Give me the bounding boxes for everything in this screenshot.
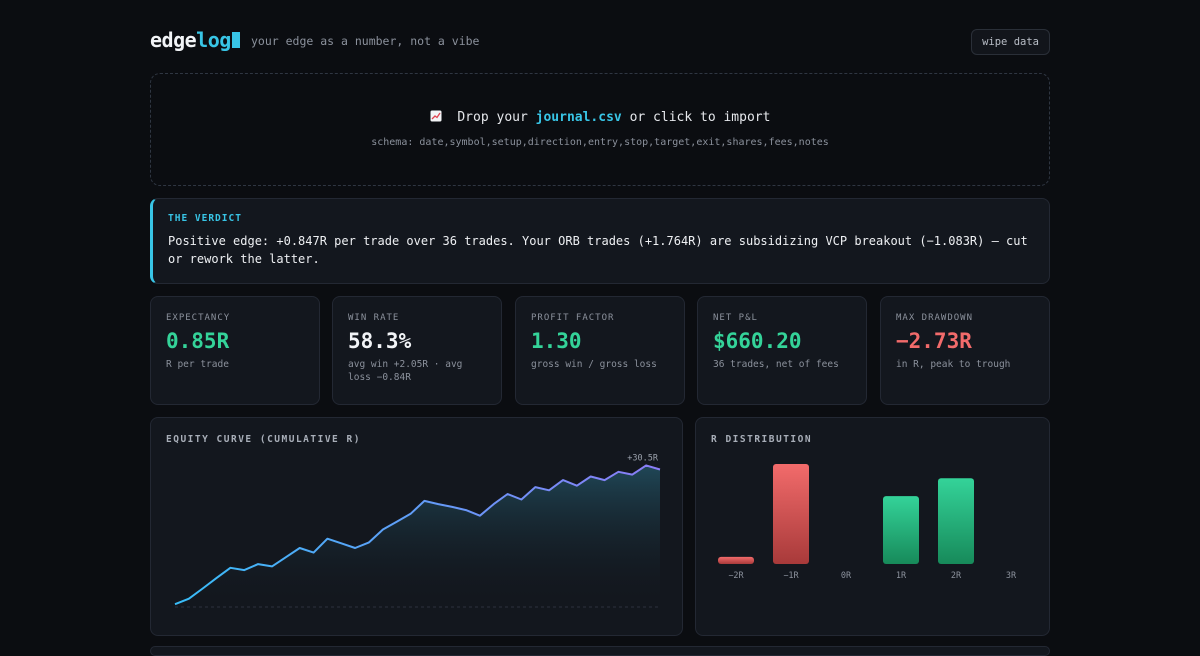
next-panel-edge bbox=[150, 646, 1050, 656]
equity-point bbox=[659, 469, 661, 471]
equity-point bbox=[340, 542, 342, 544]
equity-point bbox=[618, 471, 620, 473]
r-distribution-panel: −2R −1R 0R 1R 2R 3R R DISTRIBUTION bbox=[695, 417, 1050, 636]
equity-point bbox=[562, 479, 564, 481]
equity-point bbox=[202, 588, 204, 590]
equity-point bbox=[257, 563, 259, 565]
stat-label: MAX DRAWDOWN bbox=[896, 313, 974, 323]
stat-card-profit-factor: PROFIT FACTOR 1.30 gross win / gross los… bbox=[515, 296, 685, 405]
verdict-panel: THE VERDICT Positive edge: +0.847R per t… bbox=[150, 198, 1050, 284]
equity-point bbox=[313, 552, 315, 554]
stat-subtext: 36 trades, net of fees bbox=[713, 359, 839, 370]
equity-point bbox=[354, 547, 356, 549]
equity-point bbox=[507, 493, 509, 495]
equity-point bbox=[382, 529, 384, 531]
equity-point bbox=[521, 499, 523, 501]
bar-label-3: 1R bbox=[896, 571, 907, 581]
equity-point bbox=[410, 513, 412, 515]
stat-label: NET P&L bbox=[713, 313, 758, 323]
equity-point bbox=[479, 515, 481, 517]
equity-point bbox=[216, 577, 218, 579]
bar-label-2: 0R bbox=[841, 571, 852, 581]
stat-card-expectancy: EXPECTANCY 0.85R R per trade bbox=[150, 296, 320, 405]
chart-icon bbox=[430, 110, 442, 122]
logo-cursor-icon bbox=[231, 32, 240, 48]
stat-value: −2.73R bbox=[896, 329, 972, 353]
stat-card-max-drawdown: MAX DRAWDOWN −2.73R in R, peak to trough bbox=[880, 296, 1050, 405]
stat-subtext: avg win +2.05R · avg loss −0.84R bbox=[348, 359, 463, 383]
tagline: your edge as a number, not a vibe bbox=[251, 34, 480, 48]
bar-1 bbox=[773, 464, 809, 564]
stat-value: 0.85R bbox=[166, 329, 230, 353]
verdict-label: THE VERDICT bbox=[168, 213, 242, 224]
equity-point bbox=[188, 598, 190, 600]
equity-curve-panel: +30.5R EQUITY CURVE (CUMULATIVE R) bbox=[150, 417, 683, 636]
verdict-text: Positive edge: +0.847R per trade over 36… bbox=[168, 234, 1028, 266]
equity-point bbox=[437, 503, 439, 505]
equity-point bbox=[368, 542, 370, 544]
equity-point bbox=[493, 503, 495, 505]
equity-line bbox=[174, 464, 661, 606]
logo-part-log: log bbox=[196, 28, 231, 52]
equity-point bbox=[230, 567, 232, 569]
stat-value: 58.3% bbox=[348, 329, 412, 353]
bar-label-0: −2R bbox=[728, 571, 744, 581]
equity-point bbox=[299, 547, 301, 549]
equity-point bbox=[604, 479, 606, 481]
dropzone-filename: journal.csv bbox=[535, 110, 622, 125]
equity-point bbox=[645, 464, 647, 466]
stat-card-net-pnl: NET P&L $660.20 36 trades, net of fees bbox=[697, 296, 867, 405]
wipe-data-button[interactable]: wipe data bbox=[971, 29, 1050, 55]
dropzone-prefix: Drop your bbox=[457, 110, 528, 125]
dropzone-suffix: or click to import bbox=[629, 110, 771, 125]
csv-dropzone[interactable]: Drop your journal.csv or click to import… bbox=[150, 73, 1050, 186]
r-distribution-title: R DISTRIBUTION bbox=[711, 434, 813, 445]
equity-point bbox=[534, 486, 536, 488]
equity-point bbox=[243, 569, 245, 571]
bar-4 bbox=[938, 478, 974, 564]
stat-label: PROFIT FACTOR bbox=[531, 313, 615, 323]
equity-point bbox=[451, 506, 453, 508]
stat-subtext: R per trade bbox=[166, 359, 229, 370]
dropzone-prompt: Drop your journal.csv or click to import bbox=[151, 110, 1049, 125]
equity-point bbox=[424, 500, 426, 502]
bar-label-4: 2R bbox=[951, 571, 962, 581]
bar-0 bbox=[718, 556, 754, 564]
equity-end-label: +30.5R bbox=[627, 453, 659, 463]
stat-card-win-rate: WIN RATE 58.3% avg win +2.05R · avg loss… bbox=[332, 296, 502, 405]
equity-curve-chart: +30.5R bbox=[174, 453, 661, 608]
equity-point bbox=[285, 556, 287, 558]
stat-value: 1.30 bbox=[531, 329, 582, 353]
equity-point bbox=[590, 476, 592, 478]
equity-point bbox=[631, 474, 633, 476]
equity-point bbox=[576, 485, 578, 487]
logo-part-edge: edge bbox=[150, 28, 197, 52]
equity-area bbox=[175, 465, 660, 607]
stat-label: EXPECTANCY bbox=[166, 313, 231, 323]
stat-value: $660.20 bbox=[713, 329, 802, 353]
equity-point bbox=[396, 521, 398, 523]
app-logo: edgelog bbox=[150, 28, 240, 52]
equity-point bbox=[327, 538, 329, 540]
stat-label: WIN RATE bbox=[348, 313, 400, 323]
equity-point bbox=[271, 566, 273, 568]
equity-point bbox=[174, 603, 176, 605]
bar-label-5: 3R bbox=[1006, 571, 1017, 581]
dropzone-schema: schema: date,symbol,setup,direction,entr… bbox=[371, 137, 829, 148]
header: edgelog your edge as a number, not a vib… bbox=[150, 28, 1050, 56]
equity-curve-title: EQUITY CURVE (CUMULATIVE R) bbox=[166, 434, 361, 445]
equity-point bbox=[465, 509, 467, 511]
bar-3 bbox=[883, 496, 919, 564]
stat-subtext: in R, peak to trough bbox=[896, 359, 1011, 370]
r-distribution-chart: −2R −1R 0R 1R 2R 3R bbox=[718, 464, 1017, 581]
bar-label-1: −1R bbox=[783, 571, 799, 581]
equity-point bbox=[548, 489, 550, 491]
stat-subtext: gross win / gross loss bbox=[531, 359, 657, 370]
